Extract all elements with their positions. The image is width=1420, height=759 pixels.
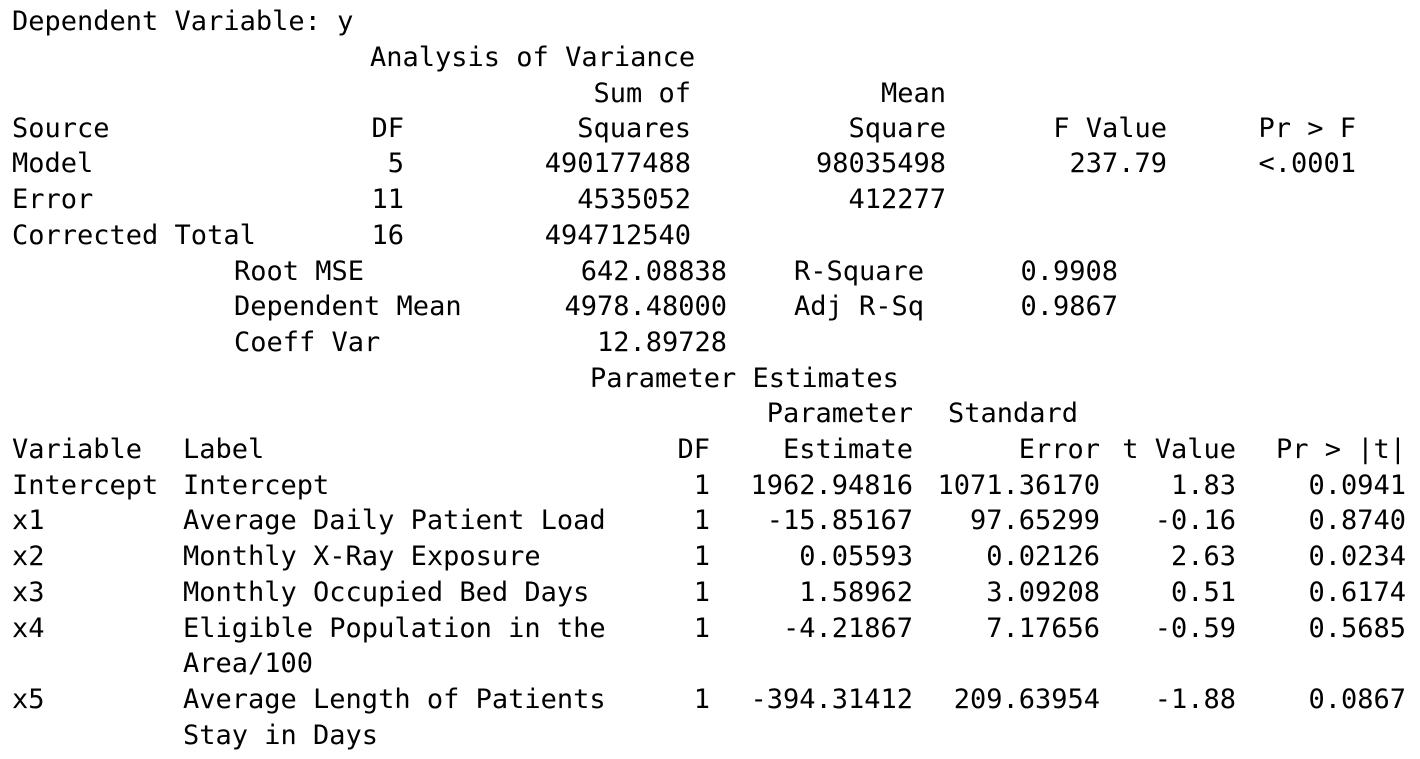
anova-header-f-value: F Value (1053, 113, 1167, 144)
param-t-value: -0.59 (1154, 613, 1236, 644)
anova-header-squares: Squares (577, 113, 691, 144)
param-t-value: 0.51 (1170, 577, 1236, 608)
params-header-t-value: t Value (1122, 434, 1236, 465)
params-header-label: Label (183, 434, 265, 465)
param-df: 1 (693, 470, 710, 501)
dependent-variable: Dependent Variable: y (12, 6, 354, 37)
param-df: 1 (693, 541, 710, 572)
param-variable: Intercept (12, 470, 159, 501)
param-p-value: 0.5685 (1308, 613, 1406, 644)
param-label: Average Length of Patients (183, 684, 606, 715)
params-header-error: Error (1018, 434, 1100, 465)
param-label: Intercept (183, 470, 330, 501)
param-variable: x2 (12, 541, 45, 572)
param-label: Average Daily Patient Load (183, 505, 606, 536)
param-estimate: 1.58962 (799, 577, 913, 608)
param-label-continued: Area/100 (183, 648, 314, 679)
anova-row-source: Corrected Total (12, 220, 256, 251)
param-estimate: 0.05593 (799, 541, 913, 572)
params-header-estimate: Estimate (782, 434, 913, 465)
coeff-var-value: 12.89728 (596, 327, 727, 358)
param-estimate: -4.21867 (782, 613, 913, 644)
param-variable: x3 (12, 577, 45, 608)
anova-title: Analysis of Variance (370, 42, 696, 73)
anova-header-df: DF (371, 113, 404, 144)
adj-rsq-label: Adj R-Sq (794, 291, 925, 322)
params-header-standard: Standard (948, 398, 1079, 429)
dep-mean-value: 4978.48000 (564, 291, 727, 322)
param-variable: x1 (12, 505, 45, 536)
anova-row-ss: 494712540 (544, 220, 691, 251)
param-std-error: 97.65299 (969, 505, 1100, 536)
anova-row-df: 16 (371, 220, 404, 251)
dep-mean-label: Dependent Mean (234, 291, 462, 322)
param-variable: x5 (12, 684, 45, 715)
anova-row-p: <.0001 (1258, 148, 1356, 179)
param-std-error: 209.63954 (953, 684, 1100, 715)
param-df: 1 (693, 505, 710, 536)
param-p-value: 0.0867 (1308, 684, 1406, 715)
param-t-value: -0.16 (1154, 505, 1236, 536)
root-mse-label: Root MSE (234, 256, 365, 287)
anova-row-ms: 412277 (848, 184, 946, 215)
param-df: 1 (693, 613, 710, 644)
coeff-var-label: Coeff Var (234, 327, 381, 358)
anova-header-sum-of: Sum of (593, 78, 691, 109)
param-std-error: 0.02126 (986, 541, 1100, 572)
params-header-variable: Variable (12, 434, 143, 465)
anova-header-source: Source (12, 113, 110, 144)
root-mse-value: 642.08838 (580, 256, 727, 287)
anova-row-df: 5 (387, 148, 404, 179)
param-p-value: 0.6174 (1308, 577, 1406, 608)
anova-row-source: Error (12, 184, 94, 215)
params-header-pr-t: Pr > |t| (1275, 434, 1406, 465)
params-header-parameter: Parameter (766, 398, 913, 429)
anova-header-pr-f: Pr > F (1258, 113, 1356, 144)
anova-row-source: Model (12, 148, 94, 179)
param-t-value: -1.88 (1154, 684, 1236, 715)
param-label: Monthly Occupied Bed Days (183, 577, 590, 608)
rsquare-value: 0.9908 (1020, 256, 1118, 287)
param-t-value: 1.83 (1170, 470, 1236, 501)
param-std-error: 7.17656 (986, 613, 1100, 644)
param-estimate: -15.85167 (766, 505, 913, 536)
params-title: Parameter Estimates (590, 363, 899, 394)
params-header-df: DF (677, 434, 710, 465)
param-t-value: 2.63 (1170, 541, 1236, 572)
param-std-error: 3.09208 (986, 577, 1100, 608)
param-estimate: 1962.94816 (750, 470, 913, 501)
param-p-value: 0.0941 (1308, 470, 1406, 501)
rsquare-label: R-Square (794, 256, 925, 287)
param-df: 1 (693, 684, 710, 715)
anova-row-ms: 98035498 (815, 148, 946, 179)
param-p-value: 0.8740 (1308, 505, 1406, 536)
param-df: 1 (693, 577, 710, 608)
param-label-continued: Stay in Days (183, 720, 379, 751)
param-std-error: 1071.36170 (937, 470, 1100, 501)
anova-row-ss: 4535052 (577, 184, 691, 215)
anova-header-square: Square (848, 113, 946, 144)
param-label: Monthly X-Ray Exposure (183, 541, 541, 572)
param-estimate: -394.31412 (750, 684, 913, 715)
adj-rsq-value: 0.9867 (1020, 291, 1118, 322)
anova-header-mean: Mean (880, 78, 946, 109)
param-label: Eligible Population in the (183, 613, 606, 644)
anova-row-df: 11 (371, 184, 404, 215)
anova-row-f: 237.79 (1069, 148, 1167, 179)
param-p-value: 0.0234 (1308, 541, 1406, 572)
anova-row-ss: 490177488 (544, 148, 691, 179)
param-variable: x4 (12, 613, 45, 644)
